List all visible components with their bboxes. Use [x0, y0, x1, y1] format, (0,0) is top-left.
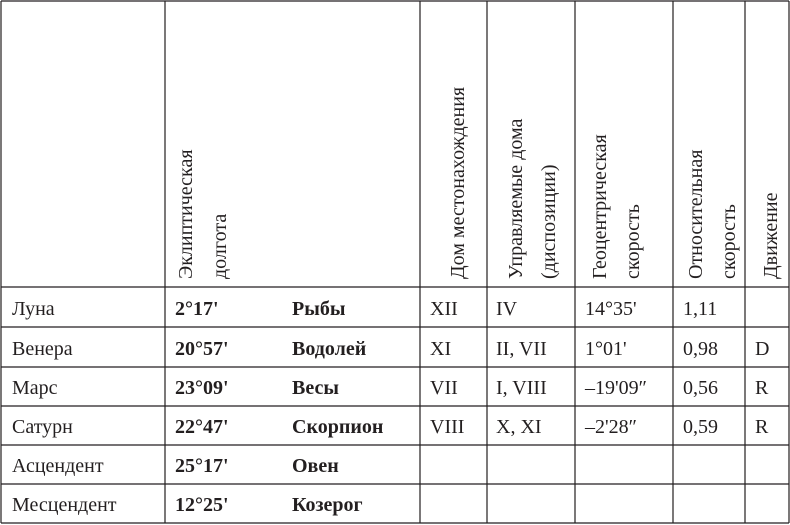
column-header: скорость	[622, 204, 644, 279]
cell: Рыбы	[292, 298, 346, 320]
cell: Асцендент	[12, 455, 104, 477]
cell: Водолей	[292, 338, 366, 360]
cell: Луна	[12, 298, 55, 320]
cell: Овен	[292, 455, 339, 477]
cell: 0,59	[683, 416, 718, 438]
cell: Марс	[12, 377, 58, 399]
cell: 23°09'	[175, 377, 229, 399]
cell: 12°25'	[175, 494, 229, 516]
cell: –19'09″	[584, 377, 647, 399]
cell: 20°57'	[175, 338, 229, 360]
cell: 0,56	[683, 377, 718, 399]
cell: D	[755, 338, 769, 360]
cell: X, XI	[496, 416, 542, 438]
cell: 0,98	[683, 338, 718, 360]
column-header: скорость	[718, 204, 740, 279]
cell: Козерог	[292, 494, 363, 516]
cell: 22°47'	[175, 416, 229, 438]
cell: Весы	[292, 377, 339, 399]
column-header: Управляемые дома	[505, 118, 527, 279]
cell: 1°01'	[585, 338, 627, 360]
cell: II, VII	[496, 338, 547, 360]
column-header: Геоцентрическая	[589, 134, 611, 279]
cell: R	[755, 416, 769, 438]
column-header: Движение	[760, 192, 782, 279]
cell: R	[755, 377, 769, 399]
cell: –2'28″	[584, 416, 637, 438]
column-header: Дом местонахождения	[447, 87, 469, 279]
cell: XI	[430, 338, 451, 360]
cell: VIII	[430, 416, 464, 438]
cell: 25°17'	[175, 455, 229, 477]
column-header: Относительная	[685, 150, 707, 279]
cell: VII	[430, 377, 458, 399]
cell: Скорпион	[292, 416, 383, 438]
column-header: долгота	[209, 214, 231, 279]
cell: I, VIII	[496, 377, 547, 399]
cell: 1,11	[683, 298, 717, 320]
column-header: (диспозиции)	[538, 165, 560, 280]
cell: Сатурн	[12, 416, 73, 438]
cell: Венера	[12, 338, 73, 360]
cell: XII	[430, 298, 458, 320]
cell: 14°35'	[585, 298, 637, 320]
cell: Месцендент	[12, 494, 117, 516]
cell: IV	[496, 298, 518, 320]
cell: 2°17'	[175, 298, 219, 320]
column-header: Эклиптическая	[175, 149, 197, 279]
